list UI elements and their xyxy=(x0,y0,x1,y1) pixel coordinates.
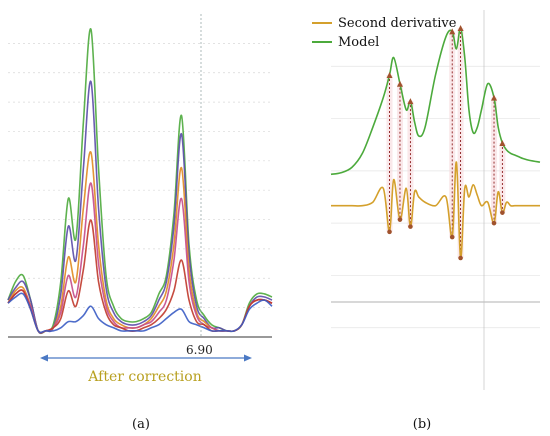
derivative-minimum-marker xyxy=(491,220,497,226)
panel-b-legend: Second derivative Model xyxy=(312,16,457,50)
panel-b-caption-label: (b) xyxy=(413,417,431,432)
panel-a-grid xyxy=(8,43,272,308)
peak-marker-icon xyxy=(499,139,506,146)
panel-a: 6.90 After correction (a) xyxy=(7,14,273,432)
connector-band xyxy=(491,97,498,224)
connector-band xyxy=(386,75,393,232)
series-line-1 xyxy=(7,28,273,335)
left-arrowhead-icon xyxy=(40,354,48,362)
derivative-minimum-marker xyxy=(500,210,505,215)
panel-a-tick-annotation: 6.90 xyxy=(186,343,213,357)
panel-b-markers xyxy=(386,24,506,261)
derivative-minimum-marker xyxy=(458,255,463,261)
series-line-5 xyxy=(7,219,273,334)
connector-band xyxy=(407,101,414,227)
peak-marker-icon xyxy=(396,80,403,87)
peak-marker-icon xyxy=(491,94,498,101)
derivative-minimum-marker xyxy=(449,234,455,240)
derivative-minimum-marker xyxy=(408,224,413,229)
legend-label-model: Model xyxy=(338,35,379,50)
panel-b-grid xyxy=(331,65,540,329)
series-line-model xyxy=(330,27,541,176)
panel-a-range-label: After correction xyxy=(87,369,201,385)
series-line-4 xyxy=(7,182,273,334)
connector-band xyxy=(499,142,506,213)
derivative-minimum-marker xyxy=(387,229,392,235)
panel-a-caption-label: (a) xyxy=(132,417,150,432)
panel-b-series xyxy=(330,27,541,259)
panel-a-series xyxy=(7,28,273,335)
panel-b: Second derivative Model (b) xyxy=(312,10,541,432)
legend-label-second-derivative: Second derivative xyxy=(338,16,457,31)
connector-band xyxy=(449,31,456,238)
connector-band xyxy=(396,83,403,220)
panel-b-connectors xyxy=(386,27,506,259)
series-line-3 xyxy=(7,151,273,334)
connector-band xyxy=(457,27,464,259)
series-line-2 xyxy=(7,80,273,335)
series-line-second-derivative xyxy=(330,161,540,259)
peak-marker-icon xyxy=(386,72,393,78)
peak-marker-icon xyxy=(457,24,464,31)
derivative-minimum-marker xyxy=(397,217,403,222)
right-arrowhead-icon xyxy=(244,354,252,362)
series-line-6 xyxy=(7,292,273,334)
peak-marker-icon xyxy=(407,98,414,105)
panel-a-range-arrow xyxy=(40,354,252,362)
peak-marker-icon xyxy=(449,28,456,35)
